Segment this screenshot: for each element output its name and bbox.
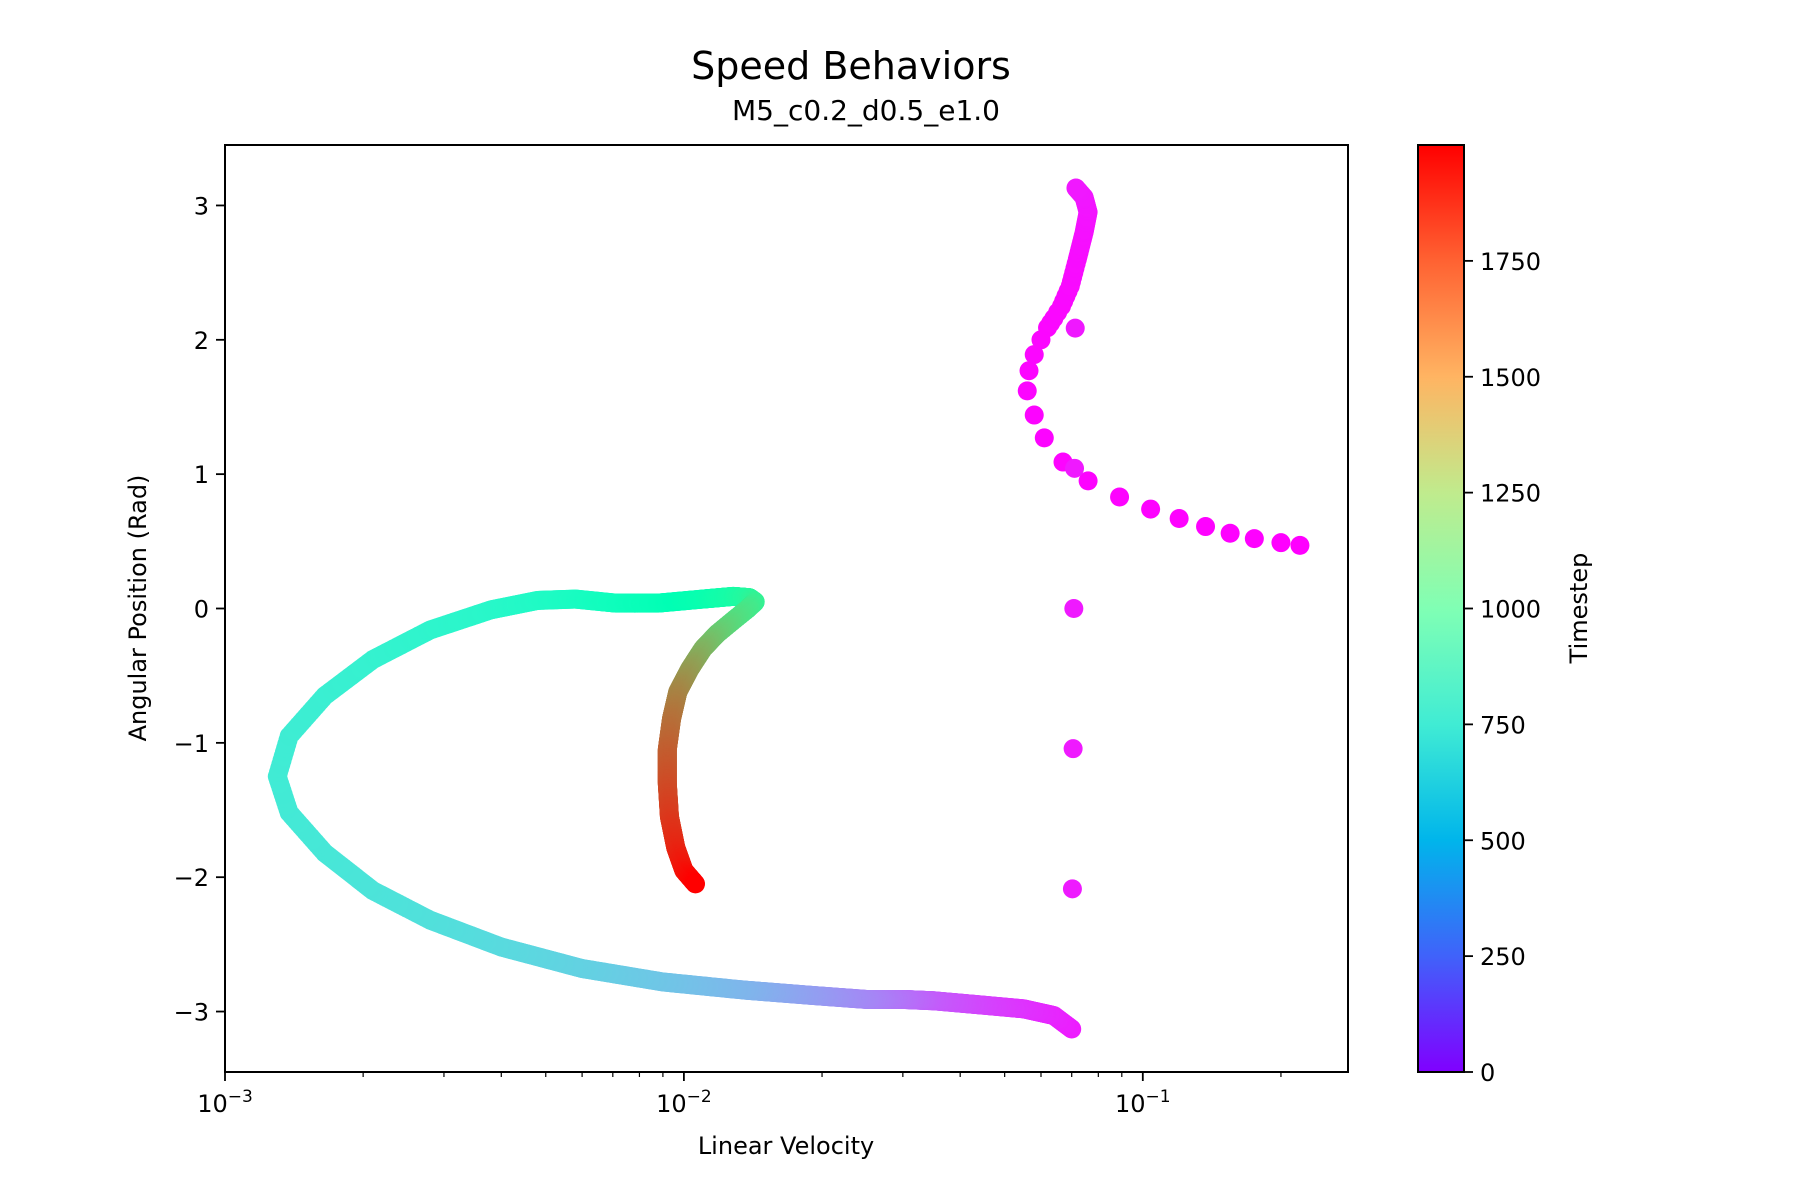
y-tick-label: −2 (174, 864, 209, 892)
scatter-point (1063, 739, 1083, 759)
y-tick-label: −3 (174, 999, 209, 1027)
scatter-point (1110, 487, 1130, 507)
colorbar-label: Timestep (1565, 553, 1593, 665)
y-tick-label: 2 (194, 327, 209, 355)
y-tick-label: −1 (174, 730, 209, 758)
chart-subtitle: M5_c0.2_d0.5_e1.0 (732, 94, 1000, 127)
scatter-point (1196, 517, 1216, 537)
colorbar-axis: 0 250 500 750 1000 1250 1500 1750 (1464, 248, 1541, 1087)
scatter-point (1271, 533, 1291, 553)
scatter-point (1034, 428, 1054, 448)
x-axis: 10−3 10−2 10−1 (197, 1072, 1282, 1118)
colorbar-tick-label: 500 (1480, 827, 1526, 855)
colorbar-tick-label: 1250 (1480, 480, 1541, 508)
x-tick-label: 10−1 (1115, 1087, 1171, 1118)
plot-frame (224, 144, 1349, 1073)
colorbar-tick-label: 1000 (1480, 596, 1541, 624)
colorbar-tick-label: 0 (1480, 1059, 1495, 1087)
scatter-point (1066, 178, 1086, 198)
scatter-point (1017, 381, 1037, 401)
scatter-points (267, 178, 1310, 1039)
scatter-point (1141, 499, 1161, 519)
scatter-point (1065, 318, 1085, 338)
scatter-point (1019, 361, 1039, 381)
y-axis: −3 −2 −1 0 1 2 3 (174, 192, 225, 1027)
colorbar-tick-label: 750 (1480, 711, 1526, 739)
scatter-point (1024, 405, 1044, 425)
scatter-point (1062, 879, 1082, 899)
colorbar-tick-label: 250 (1480, 943, 1526, 971)
scatter-point (1290, 535, 1310, 555)
scatter-point (1244, 529, 1264, 549)
y-tick-label: 3 (194, 192, 209, 220)
scatter-point (1024, 345, 1044, 365)
colorbar (1417, 144, 1465, 1073)
scatter-point (1220, 523, 1240, 543)
colorbar-tick-label: 1750 (1480, 248, 1541, 276)
colorbar-tick-label: 1500 (1480, 364, 1541, 392)
y-tick-label: 0 (194, 596, 209, 624)
scatter-point (686, 874, 706, 894)
y-axis-label: Angular Position (Rad) (124, 475, 152, 742)
x-tick-label: 10−2 (656, 1087, 712, 1118)
scatter-point (1078, 471, 1098, 491)
scatter-point (1169, 508, 1189, 528)
x-tick-label: 10−3 (197, 1087, 253, 1118)
scatter-point (1065, 458, 1085, 478)
y-tick-label: 1 (194, 461, 209, 489)
chart-title: Speed Behaviors (691, 44, 1011, 88)
scatter-point (1064, 599, 1084, 618)
x-axis-label: Linear Velocity (698, 1132, 874, 1160)
